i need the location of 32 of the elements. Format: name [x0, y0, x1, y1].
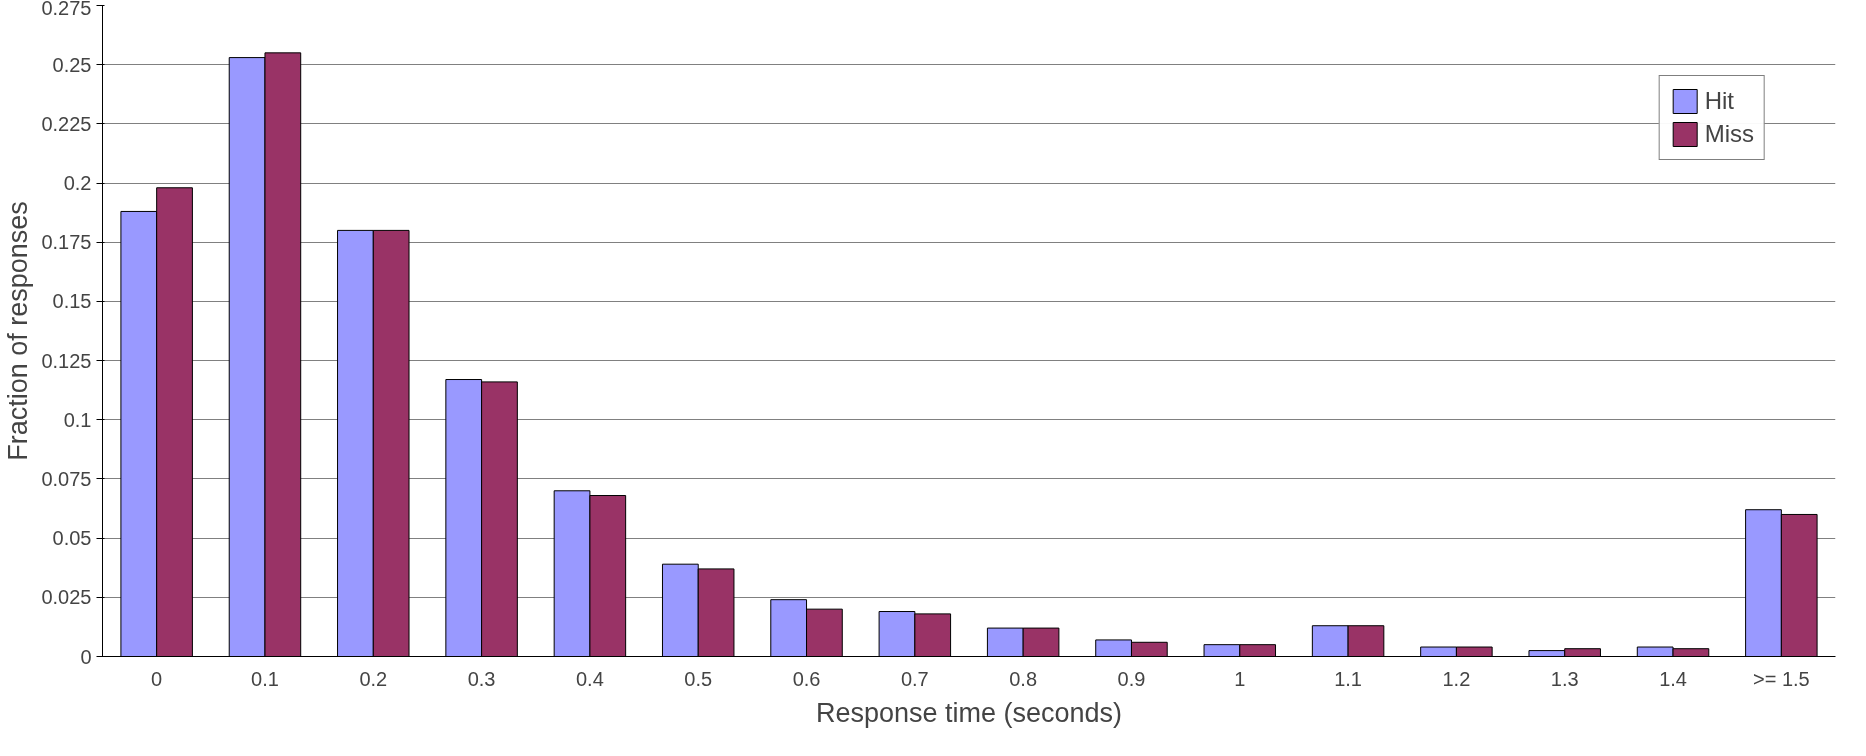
x-tick-label: 1	[1234, 667, 1246, 690]
y-tick-label: 0.05	[52, 527, 92, 550]
y-tick-label: 0.15	[52, 290, 92, 313]
x-tick-label: 1.2	[1442, 667, 1471, 690]
y-tick-label: 0.175	[41, 231, 92, 254]
y-tick-label: 0.225	[41, 112, 92, 135]
y-tick-label: 0.125	[41, 349, 92, 372]
x-axis-title: Response time (seconds)	[815, 697, 1123, 728]
x-tick-label: 0.5	[684, 667, 713, 690]
x-tick-label: 0.8	[1009, 667, 1038, 690]
y-tick-label: 0.25	[52, 53, 92, 76]
x-tick-label: 0	[151, 667, 163, 690]
y-tick-label: 0.275	[41, 0, 92, 19]
y-tick-label: 0.025	[41, 586, 92, 609]
x-tick-label: 0.1	[251, 667, 279, 690]
x-tick-label: 0.3	[467, 667, 496, 690]
x-tick-label: 0.7	[900, 667, 929, 690]
y-tick-label: 0	[80, 645, 92, 668]
x-tick-label: 0.4	[576, 667, 604, 690]
y-tick-label: 0.075	[41, 467, 92, 490]
legend-label: Hit	[1704, 87, 1735, 115]
x-tick-label: 1.3	[1550, 667, 1579, 690]
legend-label: Miss	[1704, 120, 1754, 148]
x-tick-label: >= 1.5	[1752, 667, 1810, 690]
y-axis-title: Fraction of responses	[3, 201, 34, 461]
x-tick-label: 0.9	[1117, 667, 1146, 690]
x-tick-label: 0.2	[359, 667, 388, 690]
x-tick-label: 0.6	[792, 667, 821, 690]
y-tick-label: 0.2	[63, 172, 92, 195]
x-tick-label: 1.4	[1659, 667, 1687, 690]
x-tick-label: 1.1	[1334, 667, 1362, 690]
y-tick-label: 0.1	[63, 408, 92, 431]
